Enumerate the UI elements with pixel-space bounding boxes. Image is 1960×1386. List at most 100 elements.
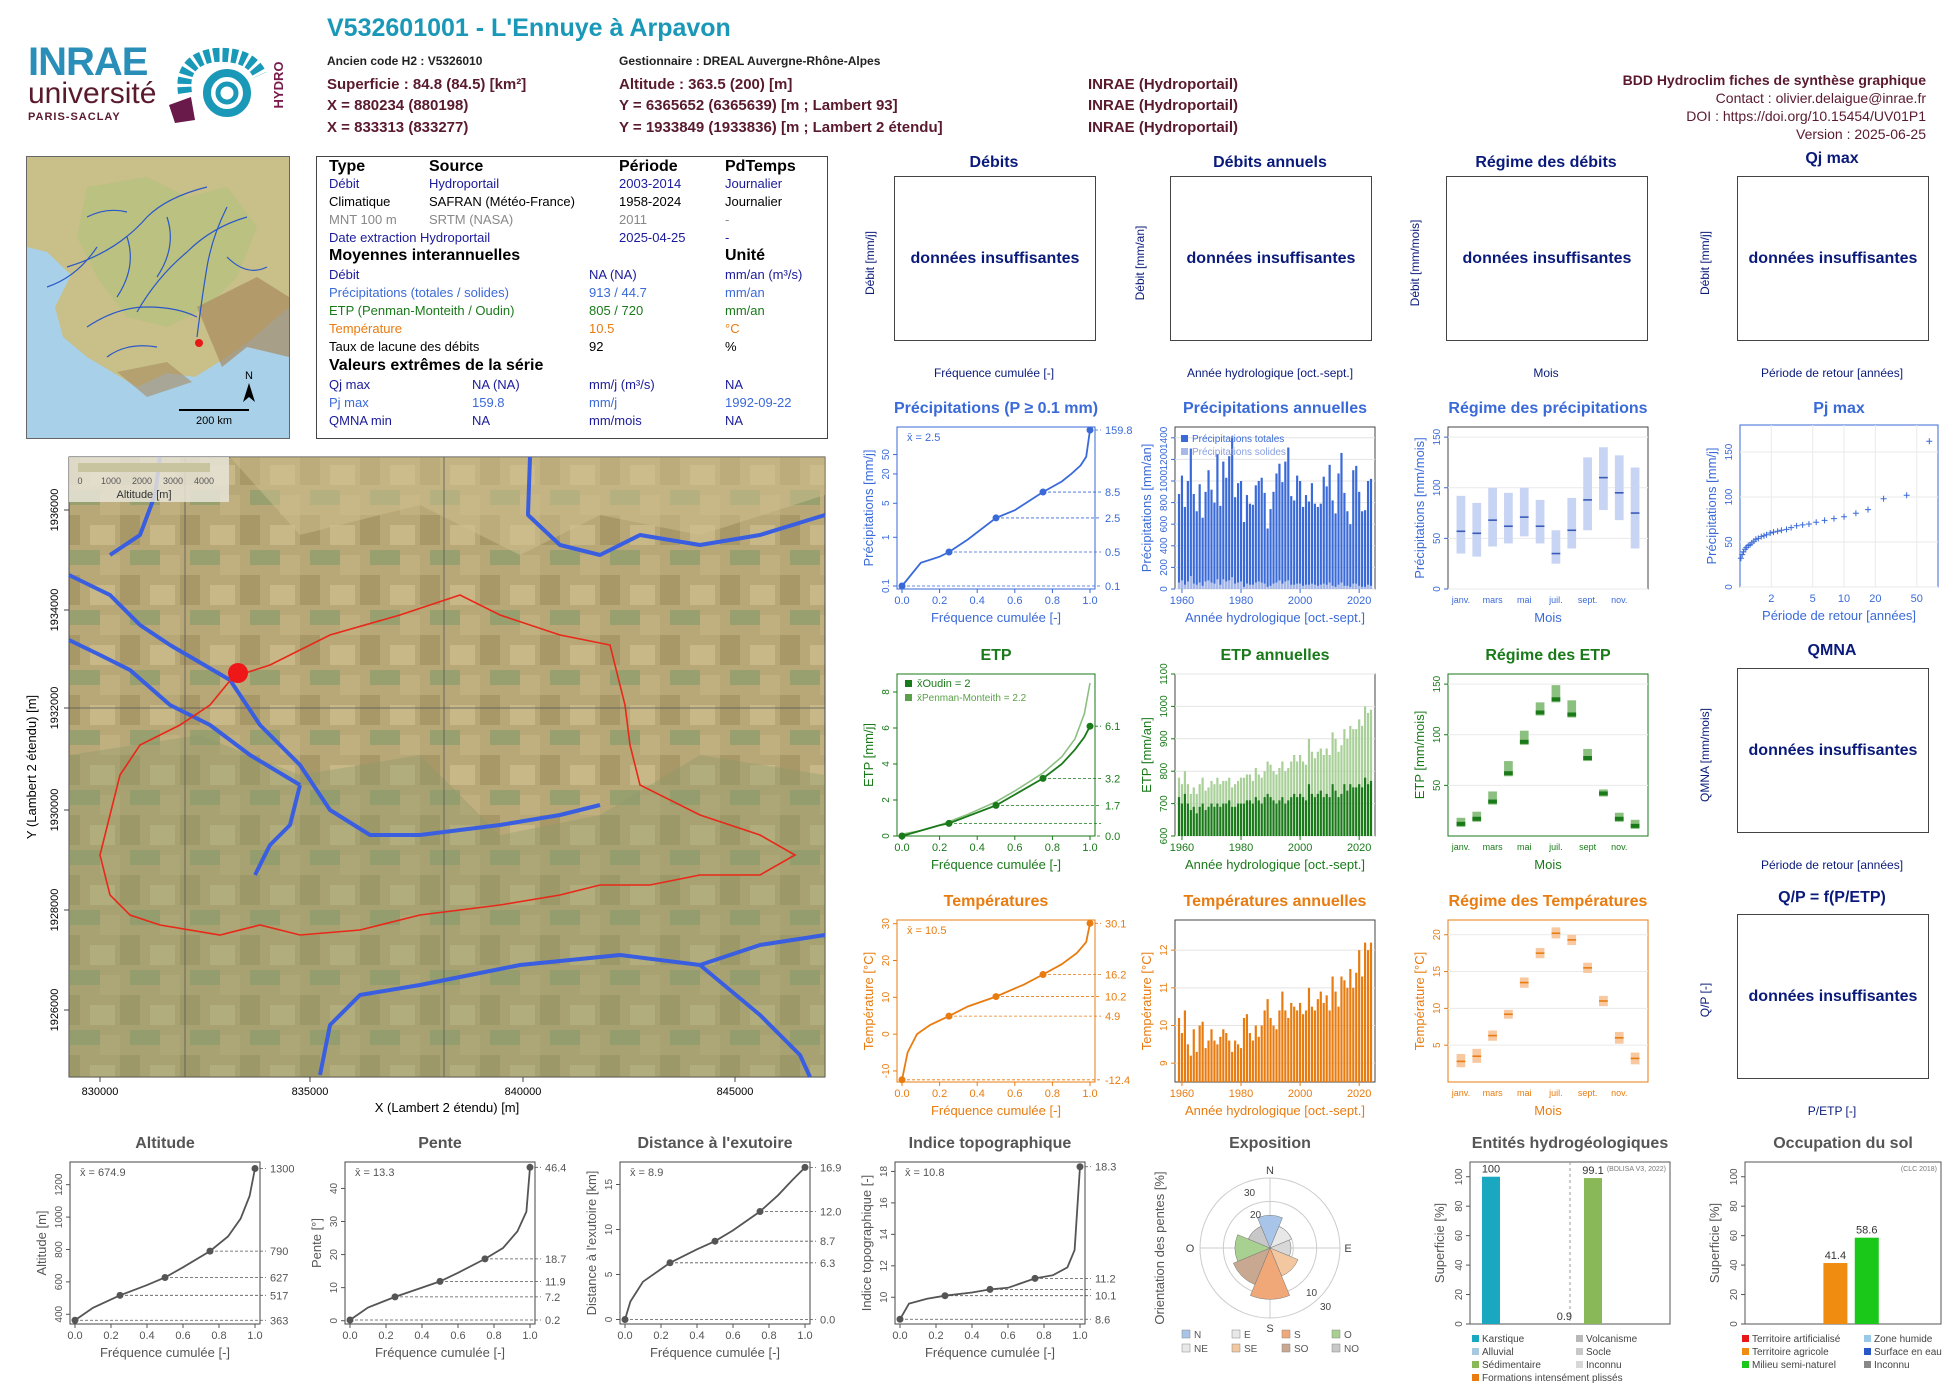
bar <box>1192 583 1195 589</box>
right-value-label: 6.1 <box>1105 721 1120 733</box>
legend-label: Précipitations solides <box>1192 447 1286 458</box>
bar <box>1334 790 1337 836</box>
bar <box>1213 502 1216 589</box>
bar <box>1349 524 1352 589</box>
ytick-label: 20 <box>1432 929 1443 941</box>
moy-row-value: 10.5 <box>589 321 615 336</box>
right-value-label: 16.9 <box>820 1162 841 1174</box>
legend-swatch <box>1576 1335 1583 1342</box>
xtick-label: 0.4 <box>970 595 985 607</box>
bar <box>1307 501 1311 589</box>
ytick-label: 1000 <box>1159 469 1170 492</box>
data-point <box>756 1208 764 1215</box>
data-point <box>1737 555 1744 562</box>
unite-title: Unité <box>725 247 765 264</box>
bar <box>1239 1048 1243 1082</box>
legend-label: Volcanisme <box>1586 1334 1638 1345</box>
moy-row-value: 92 <box>589 339 604 354</box>
xtick-label: 1980 <box>1229 595 1253 607</box>
data-point <box>1039 970 1047 978</box>
bar <box>1310 793 1314 836</box>
ytick-label: 1200 <box>1159 448 1170 471</box>
data-point <box>116 1291 124 1299</box>
ytick-label: 40 <box>1729 1259 1740 1271</box>
bar <box>1343 492 1346 589</box>
qmna-title: QMNA <box>1807 642 1857 659</box>
ytick-label: 100 <box>1432 726 1443 743</box>
plot-frame <box>896 919 1096 1083</box>
temp-freq-chart: Températures -10 0 10 20 30 0.0 0.2 0.4 0.6 0.8 1.0… <box>861 893 1130 1118</box>
bar <box>1334 586 1337 589</box>
bar <box>1204 491 1207 589</box>
regime-debits-xlabel: Mois <box>1533 366 1559 380</box>
ytick-label: 20 <box>1454 1289 1465 1301</box>
map-ytick-label: 1926000 <box>49 989 61 1032</box>
chart-ylabel: Précipitations [mm/j] <box>861 449 876 566</box>
plot-frame <box>1447 673 1649 837</box>
right-value-label: 46.4 <box>545 1162 566 1174</box>
legend-swatch <box>1742 1361 1749 1368</box>
bar <box>1299 481 1302 589</box>
bar <box>1198 1025 1201 1082</box>
bar <box>1234 806 1237 836</box>
chart-ylabel: Superficie [%] <box>1432 1203 1447 1283</box>
bar <box>1304 1010 1308 1082</box>
ytick-label: 40 <box>1454 1259 1465 1271</box>
bar <box>1204 581 1207 589</box>
right-value-label: 159.8 <box>1105 425 1133 437</box>
data-point <box>941 1292 949 1300</box>
xtick-label: 0.6 <box>450 1330 465 1342</box>
bar <box>1263 1010 1266 1082</box>
chart-title: Précipitations annuelles <box>1183 400 1367 417</box>
qmna-ylabel: QMNA [mm/mois] <box>1698 708 1712 803</box>
right-value-label: 0.5 <box>1105 547 1120 559</box>
map-ylabel: Y (Lambert 2 étendu) [m] <box>24 695 39 839</box>
info-head-pdtemps: PdTemps <box>725 158 796 175</box>
contact[interactable]: Contact : olivier.delaigue@inrae.fr <box>1715 90 1926 106</box>
ytick-label: 1200 <box>54 1173 65 1196</box>
bar <box>1231 577 1234 589</box>
qj-max-panel: données insuffisantes <box>1737 176 1929 341</box>
legend-label: x̄Penman-Monteith = 2.2 <box>917 693 1027 704</box>
ytick-label: 100 <box>1454 1168 1465 1185</box>
xtick-label: 20 <box>1869 593 1881 605</box>
bar <box>1293 1006 1296 1082</box>
source-2: INRAE (Hydroportail) <box>1088 97 1238 114</box>
ext-title: Valeurs extrêmes de la série <box>329 357 544 374</box>
bar <box>1180 580 1184 589</box>
bar <box>1204 1048 1207 1082</box>
bar <box>1301 506 1305 589</box>
mean-label: x̄ = 10.8 <box>905 1167 944 1179</box>
bar <box>1207 580 1210 589</box>
xtick-label: 0.6 <box>1007 1088 1022 1100</box>
bar <box>1219 584 1222 589</box>
right-value-label: 10.1 <box>1095 1291 1116 1303</box>
rose-slice <box>1248 1226 1271 1249</box>
xtick-label: 1.0 <box>797 1330 812 1342</box>
minimap-north: N <box>245 370 253 382</box>
bar <box>1269 509 1272 589</box>
doi-link[interactable]: DOI : https://doi.org/10.15454/UV01P1 <box>1686 108 1926 124</box>
bar <box>1248 503 1251 589</box>
right-value-label: 0.1 <box>1105 581 1120 593</box>
bar <box>1210 489 1213 589</box>
legend-label: Précipitations totales <box>1192 434 1284 445</box>
ytick-label: 600 <box>54 1273 65 1290</box>
qp-ylabel: Q/P [-] <box>1698 982 1712 1018</box>
bar <box>1281 583 1284 589</box>
bar <box>1213 806 1216 836</box>
bar <box>1349 784 1352 836</box>
map-legend-tick: 4000 <box>194 476 214 486</box>
altitude-header: Altitude : 363.5 (200) [m] <box>619 76 793 93</box>
info-row-type: MNT 100 m <box>329 212 397 227</box>
xtick-label: mai <box>1517 595 1532 605</box>
map-ytick-label: 1930000 <box>49 789 61 832</box>
ytick-label: 800 <box>54 1241 65 1258</box>
ytick-label: 200 <box>1159 559 1170 576</box>
bar <box>1316 506 1319 589</box>
legend-label: NO <box>1344 1344 1359 1355</box>
bar <box>1231 1051 1234 1082</box>
mean-label: x̄ = 674.9 <box>80 1167 126 1179</box>
right-value-label: 517 <box>270 1290 288 1302</box>
debits-annuels-na: données insuffisantes <box>1186 249 1356 267</box>
